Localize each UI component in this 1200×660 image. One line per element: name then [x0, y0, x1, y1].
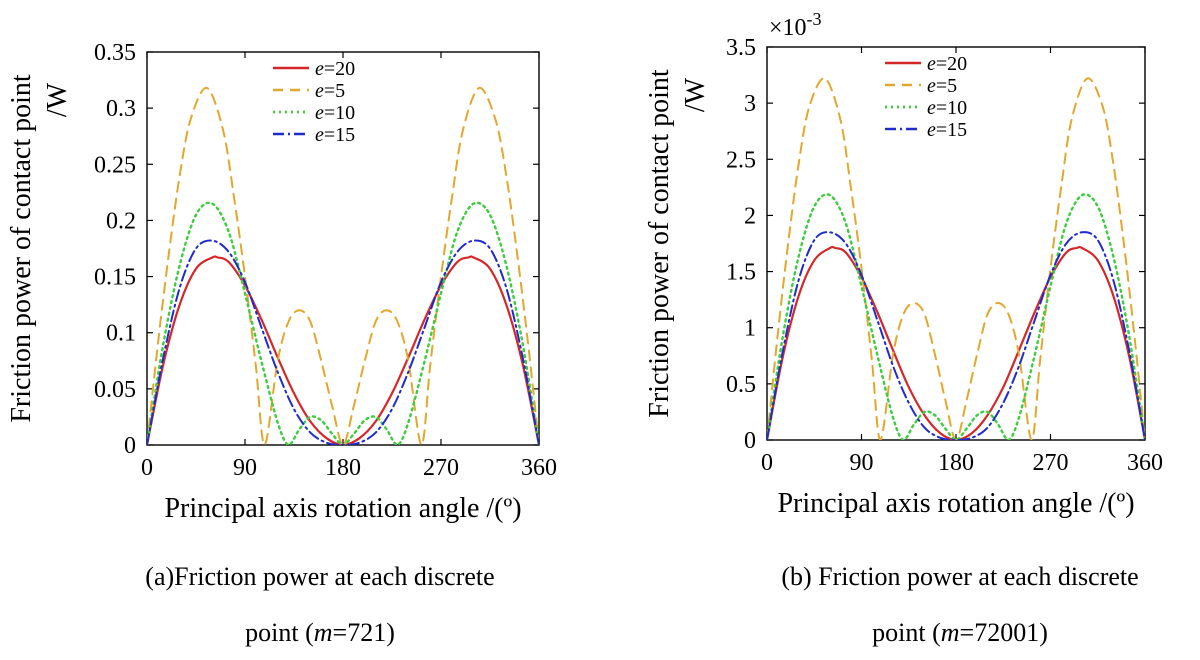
caption-b: (b) Friction power at each discrete poin… [720, 562, 1200, 648]
legend-label-a-0: e=20 [315, 58, 355, 80]
y-axis-label-line2-a: /W [42, 82, 73, 117]
series-line-b-e-5 [767, 77, 1145, 440]
y-tick-label-a-3: 0.15 [94, 265, 136, 291]
y-tick-label-b-6: 3 [744, 91, 756, 117]
x-tick-label-a-2: 180 [325, 455, 361, 481]
x-axis-label-b: Principal axis rotation angle /(º) [777, 488, 1134, 519]
y-tick-label-a-2: 0.1 [106, 321, 136, 347]
y-tick-label-b-4: 2 [744, 203, 756, 229]
legend-label-a-3: e=15 [315, 124, 355, 146]
caption-b-line1: (b) Friction power at each discrete [781, 562, 1139, 591]
caption-b-line2: point (m=72001) [720, 618, 1200, 648]
x-tick-label-a-1: 90 [233, 455, 257, 481]
legend-label-b-0: e=20 [927, 53, 967, 75]
y-tick-label-a-4: 0.2 [106, 208, 136, 234]
series-line-b-e-20 [767, 245, 1145, 440]
y-tick-label-b-2: 1 [744, 316, 756, 342]
caption-b-var: m [940, 618, 960, 647]
caption-a-var: m [313, 618, 333, 647]
x-tick-label-a-4: 360 [521, 455, 557, 481]
y-tick-label-b-5: 2.5 [726, 147, 756, 173]
caption-a-line2-post: =721) [332, 618, 395, 647]
series-line-b-e-10 [767, 193, 1145, 440]
caption-a: (a)Friction power at each discrete point… [60, 562, 580, 648]
caption-b-line2-pre: point ( [872, 618, 941, 647]
caption-a-line2-pre: point ( [245, 618, 314, 647]
chart-a: 0 90 180 270 360 0 0.05 0.1 0.15 0.2 0.25 0.3 0.35 Pr… [6, 40, 557, 524]
legend-label-a-1: e=5 [315, 80, 345, 102]
y-tick-label-a-1: 0.05 [94, 377, 136, 403]
y-tick-label-b-0: 0 [744, 428, 756, 454]
x-tick-label-b-4: 360 [1127, 450, 1163, 476]
y-exponent-label-b: ×10-3 [769, 9, 822, 41]
caption-a-line1: (a)Friction power at each discrete [145, 562, 495, 591]
y-tick-label-b-7: 3.5 [726, 35, 756, 61]
legend-label-b-2: e=10 [927, 97, 967, 119]
y-tick-label-b-1: 0.5 [726, 372, 756, 398]
x-axis-label-a: Principal axis rotation angle /(º) [164, 493, 521, 524]
legend-label-b-3: e=15 [927, 119, 967, 141]
series-line-b-e-15 [767, 231, 1145, 440]
y-tick-label-a-7: 0.35 [94, 40, 136, 66]
y-tick-label-b-3: 1.5 [726, 260, 756, 286]
legend-label-a-2: e=10 [315, 102, 355, 124]
y-tick-label-a-5: 0.25 [94, 152, 136, 178]
series-line-a-e-10 [147, 201, 539, 445]
x-tick-label-b-3: 270 [1033, 450, 1069, 476]
caption-a-line2: point (m=721) [60, 618, 580, 648]
x-tick-label-a-0: 0 [141, 455, 153, 481]
y-axis-label-line1-a: Friction power of contact point [6, 74, 37, 423]
y-tick-label-a-0: 0 [124, 433, 136, 459]
x-tick-label-b-0: 0 [761, 450, 773, 476]
y-tick-label-a-6: 0.3 [106, 96, 136, 122]
legend-label-b-1: e=5 [927, 75, 957, 97]
chart-b: 0 90 180 270 360 0 0.5 1 1.5 2 2.5 3 3.5 ×10-3 Princip… [644, 9, 1163, 519]
x-tick-label-b-1: 90 [850, 450, 874, 476]
caption-b-line2-post: =72001) [959, 618, 1048, 647]
series-line-a-e-15 [147, 239, 539, 445]
series-line-a-e-20 [147, 255, 539, 445]
x-tick-label-a-3: 270 [423, 455, 459, 481]
x-tick-label-b-2: 180 [938, 450, 974, 476]
y-axis-label-line2-b: /W [680, 77, 711, 112]
y-axis-label-line1-b: Friction power of contact point [644, 69, 675, 418]
